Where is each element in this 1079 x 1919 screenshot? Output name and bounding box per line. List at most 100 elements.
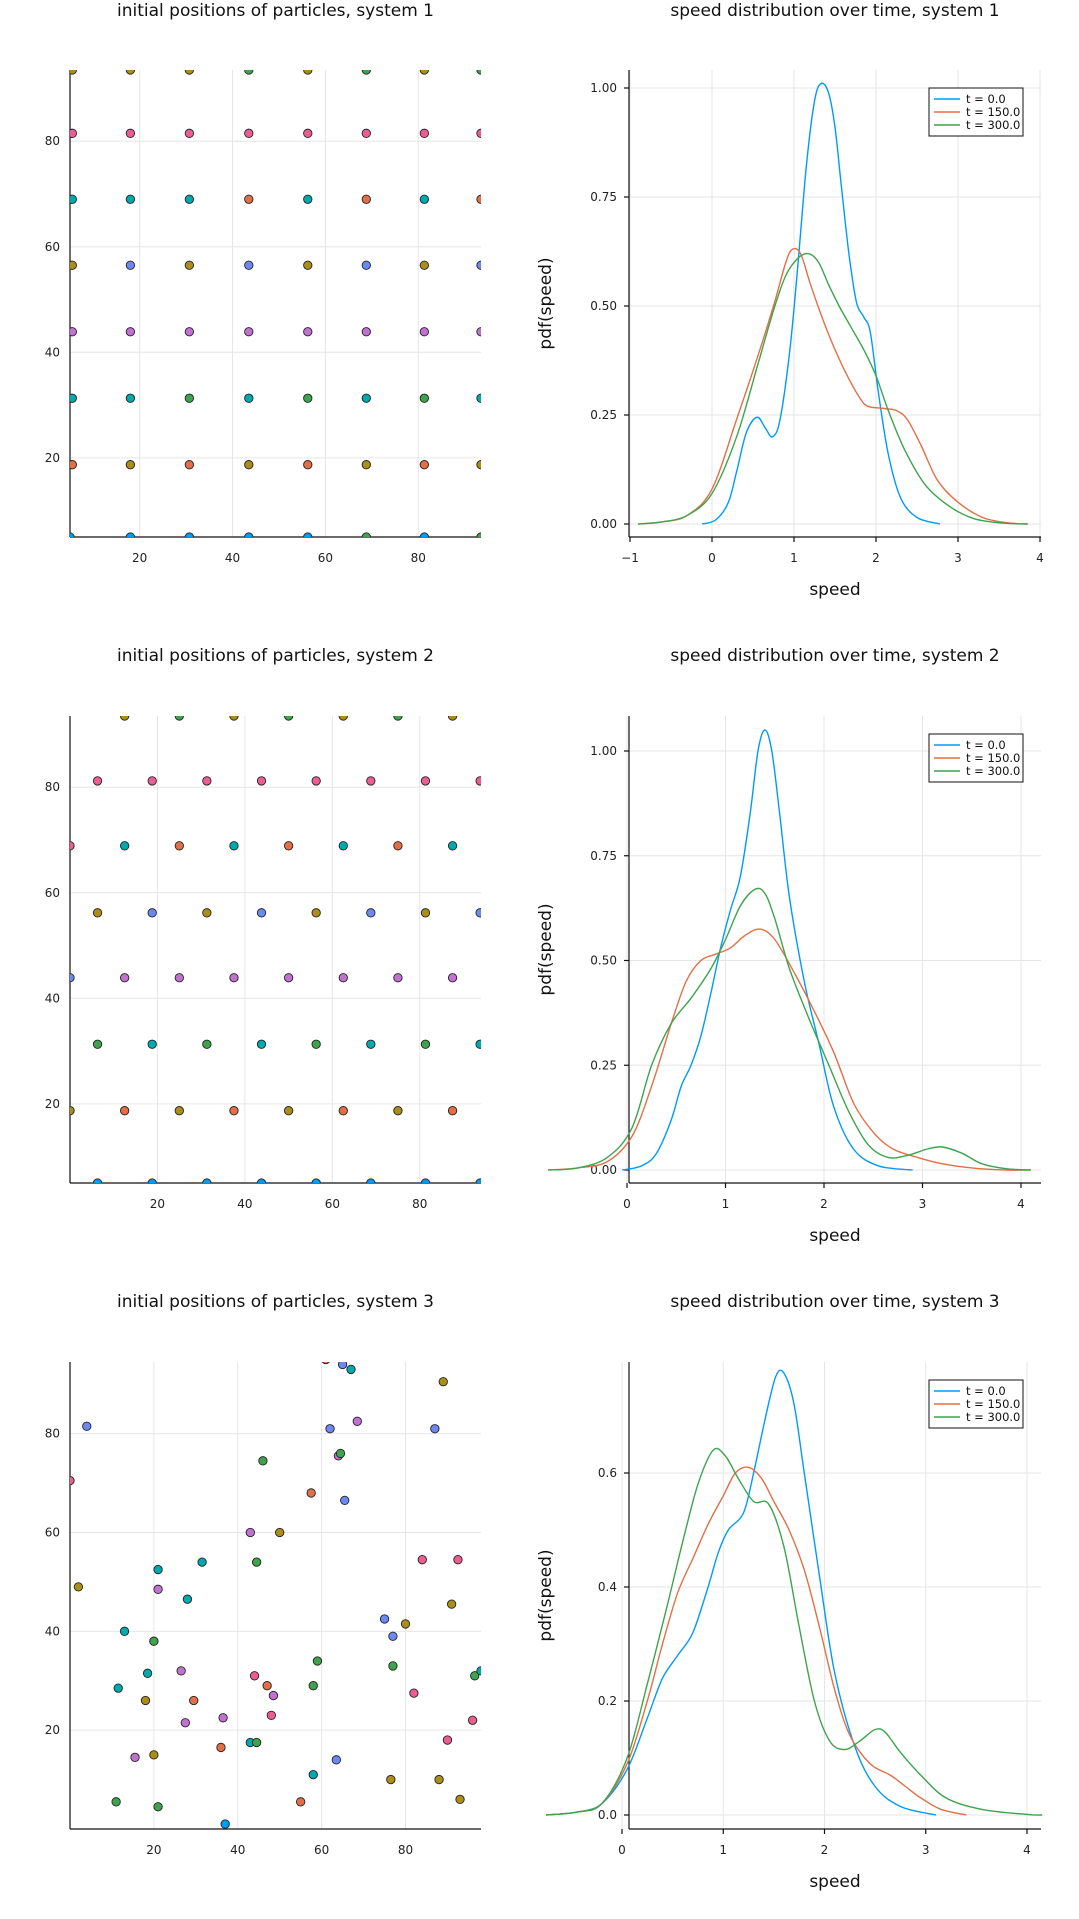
scatter-point xyxy=(430,1424,440,1434)
x-tick-label: 2 xyxy=(820,1197,828,1211)
scatter-point xyxy=(419,194,429,204)
y-tick-label: 0.75 xyxy=(590,190,617,204)
scatter-point xyxy=(417,1555,427,1565)
legend-label: t = 300.0 xyxy=(966,118,1020,132)
scatter-point xyxy=(306,1488,316,1498)
y-tick-label: 0.2 xyxy=(598,1694,617,1708)
scatter-point xyxy=(361,393,371,403)
x-tick-label: 60 xyxy=(314,1843,329,1857)
scatter-point xyxy=(184,194,195,204)
x-tick-label: 60 xyxy=(318,551,333,565)
scatter-point xyxy=(400,1619,411,1629)
y-tick-label: 80 xyxy=(45,780,60,794)
scatter-panel-3: initial positions of particles, system 3… xyxy=(45,1292,481,1857)
scatter-point xyxy=(251,1737,262,1748)
scatter-point xyxy=(256,1039,267,1049)
scatter-point xyxy=(153,1802,163,1812)
scatter-point xyxy=(340,1495,350,1506)
scatter-point xyxy=(184,128,195,138)
x-tick-label: 20 xyxy=(146,1843,161,1857)
y-tick-label: 1.00 xyxy=(590,81,617,95)
scatter-point xyxy=(303,532,313,537)
scatter-point xyxy=(202,1178,212,1183)
scatter-point xyxy=(174,841,184,851)
scatter-point xyxy=(73,1582,84,1592)
y-tick-label: 0.00 xyxy=(590,1163,617,1177)
scatter-point xyxy=(393,973,403,983)
scatter-point xyxy=(147,1178,157,1183)
x-tick-label: 0 xyxy=(708,551,716,565)
panel-title: initial positions of particles, system 1 xyxy=(117,1,434,21)
scatter-point xyxy=(258,1456,268,1466)
scatter-point xyxy=(283,1106,294,1116)
scatter-point xyxy=(120,973,130,983)
scatter-point xyxy=(245,1527,255,1538)
x-tick-label: 1 xyxy=(722,1197,730,1211)
scatter-point xyxy=(446,1599,457,1609)
scatter-point xyxy=(176,1666,186,1676)
scatter-point xyxy=(125,128,136,138)
scatter-point xyxy=(125,393,136,403)
scatter-point xyxy=(70,393,77,403)
scatter-point xyxy=(202,908,212,918)
scatter-point xyxy=(283,716,294,721)
scatter-point xyxy=(182,1594,193,1604)
scatter-point xyxy=(184,327,195,337)
y-tick-label: 40 xyxy=(45,991,60,1005)
legend-label: t = 0.0 xyxy=(966,1384,1006,1398)
scatter-point xyxy=(113,1683,123,1693)
scatter-point xyxy=(419,70,429,75)
series-line-1 xyxy=(621,729,913,1171)
scatter-point xyxy=(475,1039,481,1049)
scatter-point xyxy=(296,1797,306,1807)
scatter-point xyxy=(338,1106,348,1116)
density-panel-1: speed distribution over time, system 1 −1… xyxy=(536,1,1044,600)
scatter-point xyxy=(438,1377,448,1387)
series-line-3 xyxy=(638,252,1028,525)
y-axis-label: pdf(speed) xyxy=(536,257,556,349)
scatter-point xyxy=(149,1636,159,1646)
scatter-point xyxy=(434,1774,444,1785)
x-tick-label: 3 xyxy=(954,551,962,565)
scatter-point xyxy=(393,1106,403,1116)
scatter-point xyxy=(352,1416,362,1426)
scatter-point xyxy=(70,128,77,138)
scatter-point xyxy=(335,1448,346,1459)
y-tick-label: 0.25 xyxy=(590,1058,617,1072)
series-line-2 xyxy=(638,247,1028,525)
series-line-2 xyxy=(548,928,1031,1171)
scatter-points xyxy=(70,70,481,537)
scatter-point xyxy=(388,1661,398,1671)
scatter-point xyxy=(111,1797,121,1807)
scatter-point xyxy=(275,1527,285,1538)
scatter-point xyxy=(229,1106,239,1116)
scatter-point xyxy=(92,1039,103,1049)
legend-label: t = 150.0 xyxy=(966,105,1020,119)
x-tick-label: 40 xyxy=(230,1843,245,1857)
density-panel-3: speed distribution over time, system 3 0 1… xyxy=(536,1292,1043,1892)
series-line-3 xyxy=(546,1447,1043,1816)
scatter-point xyxy=(419,532,429,537)
scatter-point xyxy=(202,1039,212,1049)
y-tick-label: 0.25 xyxy=(590,408,617,422)
y-tick-label: 20 xyxy=(45,1723,60,1737)
scatter-point xyxy=(220,1819,230,1829)
scatter-point xyxy=(256,776,267,786)
scatter-point xyxy=(311,908,321,918)
scatter-point xyxy=(125,532,136,537)
scatter-point xyxy=(92,908,103,918)
y-axis-label: pdf(speed) xyxy=(536,1549,556,1641)
scatter-point xyxy=(256,1178,267,1183)
scatter-point xyxy=(70,70,77,75)
scatter-point xyxy=(419,393,429,403)
scatter-point xyxy=(147,1039,157,1049)
scatter-panel-1: initial positions of particles, system 1… xyxy=(45,1,481,565)
y-tick-label: 40 xyxy=(45,1624,60,1638)
scatter-point xyxy=(308,1769,318,1780)
scatter-point xyxy=(366,1039,376,1049)
series-line-3 xyxy=(548,887,1031,1171)
x-tick-label: 2 xyxy=(821,1843,829,1857)
scatter-point xyxy=(366,908,376,918)
scatter-point xyxy=(311,1039,321,1049)
panel-title: initial positions of particles, system 2 xyxy=(117,646,434,666)
